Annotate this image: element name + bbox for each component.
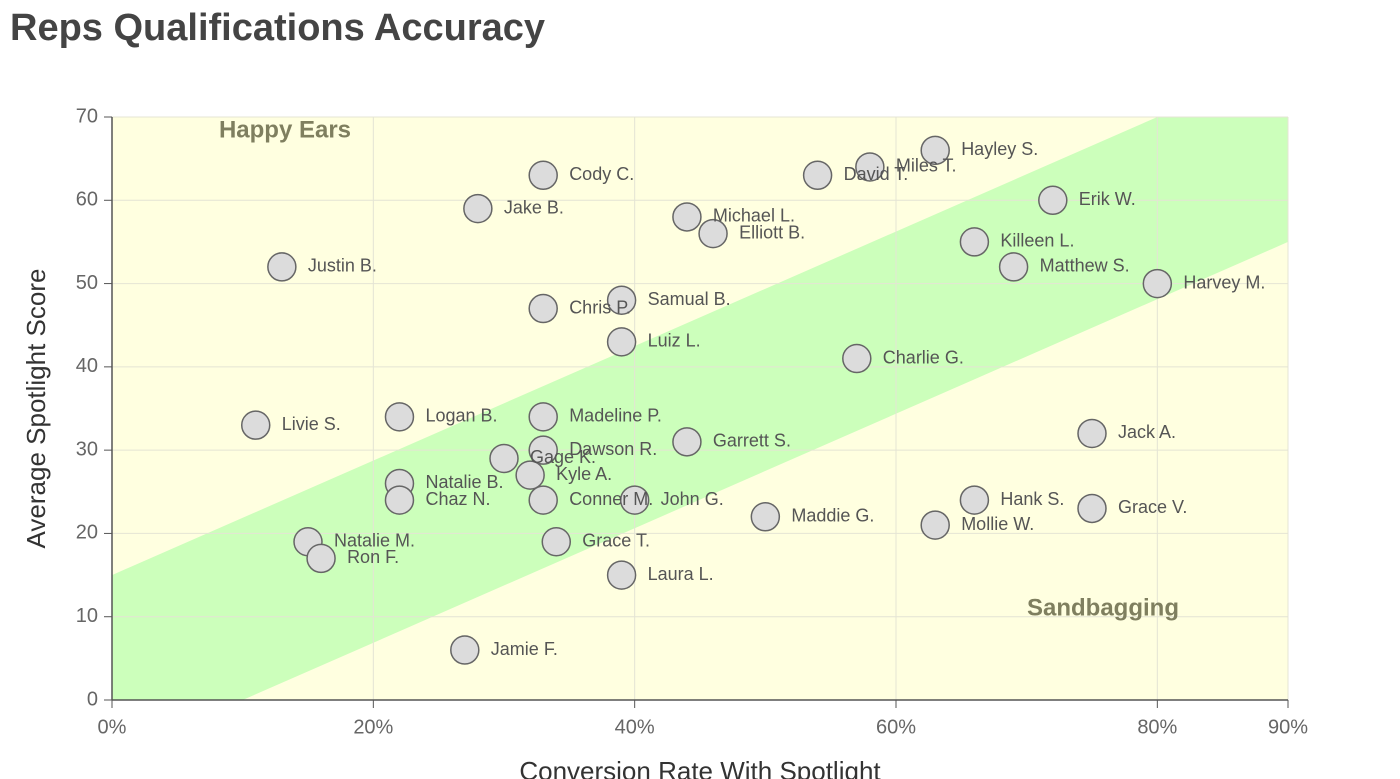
annotation: Happy Ears: [219, 116, 351, 143]
point-label: Samual B.: [648, 289, 731, 309]
point: [802, 160, 833, 191]
point: [541, 527, 572, 557]
accuracy-band: [112, 117, 1288, 700]
point-label: Justin B.: [308, 256, 377, 276]
annotation: Sandbagging: [1027, 594, 1179, 621]
y-tick-label: 0: [87, 688, 98, 710]
y-tick-label: 60: [76, 189, 98, 211]
point: [998, 252, 1029, 282]
point: [463, 193, 493, 224]
chart-title: Reps Qualifications Accuracy: [10, 7, 545, 49]
point-label: Hayley S.: [961, 139, 1038, 159]
point: [528, 402, 558, 432]
x-axis-title: Conversion Rate With Spotlight: [519, 756, 881, 779]
point: [528, 160, 558, 191]
point: [606, 327, 637, 357]
y-tick-label: 20: [76, 522, 98, 544]
y-tick-label: 10: [76, 605, 98, 627]
point-label: Michael L.: [713, 206, 795, 226]
point: [1077, 418, 1107, 449]
point: [384, 402, 415, 432]
point: [920, 135, 950, 166]
point: [855, 152, 885, 182]
point-label: Dawson R.: [569, 439, 657, 459]
point-label: Miles T.: [896, 156, 957, 176]
point: [528, 485, 558, 515]
point: [489, 443, 519, 474]
point-label: Laura L.: [648, 564, 714, 584]
point: [672, 202, 702, 232]
point: [619, 485, 650, 515]
point: [959, 227, 990, 257]
point-label: Charlie G.: [883, 347, 964, 367]
point-label: Mollie W.: [961, 514, 1034, 534]
point-label: Harvey M.: [1183, 272, 1265, 292]
x-tick-label: 0%: [98, 716, 127, 738]
point: [528, 293, 558, 324]
point: [1142, 268, 1173, 299]
point-label: Grace T.: [582, 531, 650, 551]
point: [1038, 185, 1068, 216]
y-axis-title: Average Spotlight Score: [21, 269, 51, 549]
y-tick-label: 50: [76, 272, 98, 294]
x-tick-label: 40%: [615, 716, 655, 738]
point-label: Elliott B.: [739, 222, 805, 242]
point: [920, 510, 950, 540]
point-label: Chaz N.: [425, 489, 490, 509]
point: [606, 285, 637, 315]
point-label: Kyle A.: [556, 464, 612, 484]
point-label: Garrett S.: [713, 431, 791, 451]
point-label: Killeen L.: [1000, 231, 1074, 251]
point-label: Jake B.: [504, 197, 564, 217]
y-tick-label: 40: [76, 355, 98, 377]
x-tick-label: 20%: [353, 716, 393, 738]
point-label: Natalie M.: [334, 531, 415, 551]
point: [450, 635, 480, 665]
point: [306, 543, 336, 574]
point-label: Chris P.: [569, 297, 631, 317]
point: [528, 435, 558, 465]
point-label: Conner M.: [569, 489, 653, 509]
point: [267, 252, 297, 282]
point-label: Luiz L.: [648, 331, 701, 351]
point-label: Maddie G.: [791, 506, 874, 526]
point-label: Erik W.: [1079, 189, 1136, 209]
point-label: Logan B.: [425, 406, 497, 426]
point-label: Grace V.: [1118, 497, 1187, 517]
point: [240, 410, 271, 440]
point: [698, 218, 728, 249]
point: [515, 460, 545, 490]
point-label: Madeline P.: [569, 406, 662, 426]
point-label: Gage K.: [530, 447, 596, 467]
point-label: Matthew S.: [1040, 256, 1130, 276]
x-tick-label: 60%: [876, 716, 916, 738]
point: [959, 485, 990, 515]
y-tick-label: 30: [76, 438, 98, 460]
point: [672, 427, 702, 457]
point-label: David T.: [844, 164, 909, 184]
x-tick-label: 90%: [1268, 716, 1308, 738]
point: [384, 485, 415, 515]
point-label: Hank S.: [1000, 489, 1064, 509]
point-label: Jack A.: [1118, 422, 1176, 442]
point-label: John G.: [661, 489, 724, 509]
point: [1077, 493, 1107, 524]
y-tick-label: 70: [76, 105, 98, 127]
point: [750, 502, 781, 532]
point-label: Natalie B.: [425, 472, 503, 492]
point: [842, 343, 872, 374]
point-label: Ron F.: [347, 547, 399, 567]
point-label: Cody C.: [569, 164, 634, 184]
point-label: Livie S.: [282, 414, 341, 434]
x-tick-label: 80%: [1137, 716, 1177, 738]
point: [606, 560, 637, 590]
point-label: Jamie F.: [491, 639, 558, 659]
